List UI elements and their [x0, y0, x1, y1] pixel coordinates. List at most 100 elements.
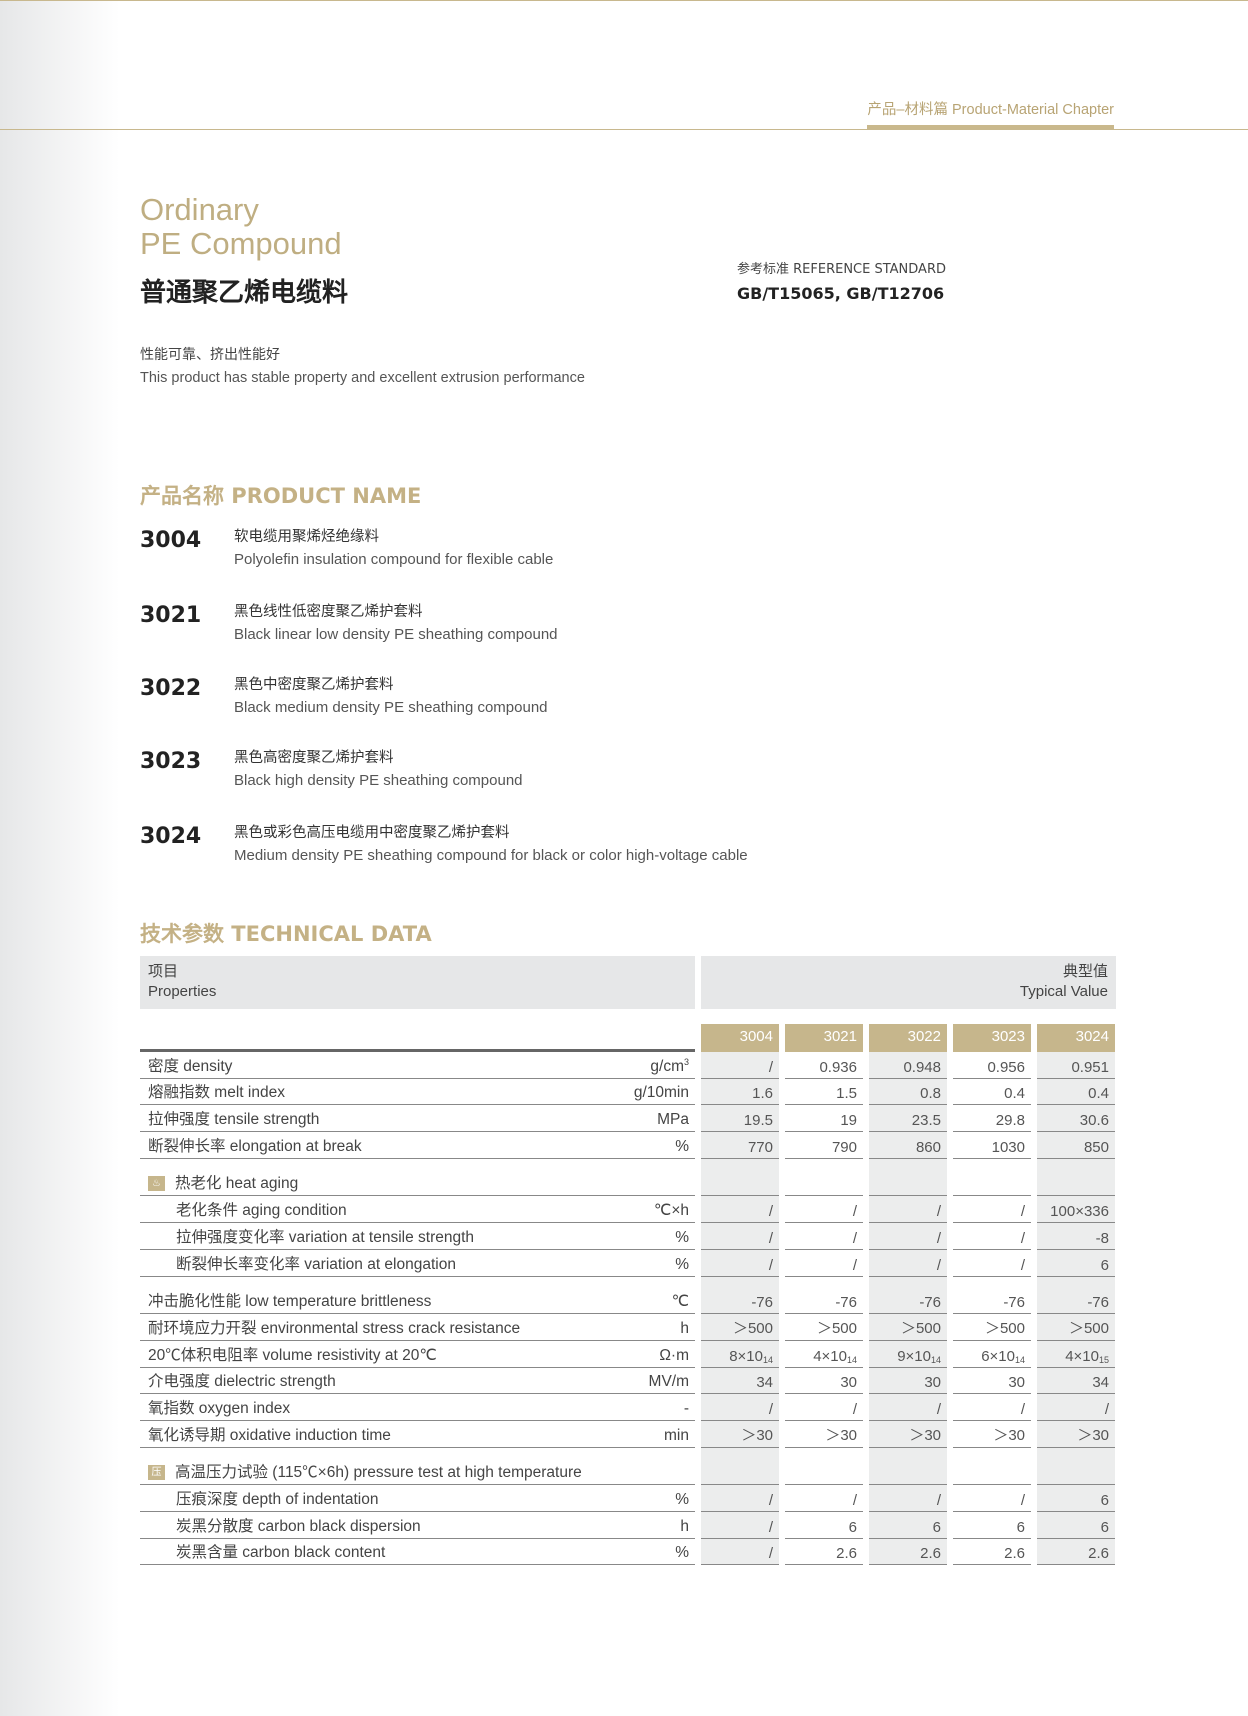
- section-heading-label: 高温压力试验 (115℃×6h) pressure test at high t…: [175, 1464, 582, 1482]
- value-text: /: [936, 1229, 941, 1247]
- unit-text: %: [675, 1255, 689, 1273]
- product-name-cn: 黑色或彩色高压电缆用中密度聚乙烯护套料: [234, 825, 510, 841]
- property-unit: g/10min: [634, 1084, 689, 1102]
- value-cell: 860: [869, 1132, 947, 1159]
- property-cell: 断裂伸长率变化率 variation at elongation%: [140, 1250, 695, 1277]
- property-unit: -: [684, 1400, 689, 1418]
- value-exponent: 14: [930, 1354, 941, 1365]
- value-text: /: [1020, 1203, 1025, 1221]
- table-row: 老化条件 aging condition ℃×h / / / / 100×336: [140, 1196, 1116, 1224]
- value-cell: ＞30: [869, 1420, 947, 1448]
- value-text: /: [1020, 1400, 1025, 1418]
- description-cn: 性能可靠、挤出性能好: [140, 347, 280, 363]
- table-row: 断裂伸长率 elongation at break% 770 790 860 1030 8…: [140, 1132, 1116, 1159]
- value-text: 6×10: [981, 1347, 1015, 1365]
- value-cell: [785, 1170, 863, 1197]
- value-cell: /: [869, 1223, 947, 1250]
- value-text: 860: [915, 1138, 941, 1156]
- value-text: 19: [840, 1112, 857, 1130]
- value-cell: /: [785, 1394, 863, 1421]
- table-row: 氧化诱导期 oxidative induction time min ＞30 ＞30 ＞…: [140, 1420, 1116, 1448]
- unit-text: %: [675, 1137, 689, 1155]
- value-cell: 6: [953, 1512, 1031, 1539]
- value-text: /: [936, 1492, 941, 1509]
- property-unit: Ω·m: [659, 1347, 689, 1365]
- product-name-heading: 产品名称 PRODUCT NAME: [140, 484, 422, 508]
- top-rule: [0, 0, 1248, 1]
- value-cell: 1.6: [701, 1078, 779, 1106]
- value-cell: /: [953, 1485, 1031, 1512]
- property-unit: h: [680, 1518, 689, 1536]
- value-text: /: [852, 1229, 857, 1247]
- value-cell: ＞500: [785, 1314, 863, 1341]
- table-row: 拉伸强度变化率 variation at tensile strength% / /…: [140, 1223, 1116, 1250]
- unit-text: min: [664, 1426, 689, 1444]
- value-cell: 0.951: [1037, 1052, 1115, 1079]
- value-text: /: [1104, 1400, 1109, 1418]
- value-cell: 2.6: [785, 1539, 863, 1566]
- properties-cn: 项目: [148, 963, 179, 980]
- value-cell: 9×10 14: [869, 1340, 947, 1368]
- unit-text: %: [675, 1228, 689, 1246]
- header-rule: [0, 129, 1248, 130]
- value-text: 0.4: [1004, 1085, 1025, 1103]
- pressure-test-icon: 压: [148, 1465, 165, 1481]
- product-name-en: Black high density PE sheathing compound: [234, 772, 523, 789]
- gap-cell: [953, 1448, 1031, 1459]
- unit-text: h: [680, 1517, 689, 1535]
- value-cell: 790: [785, 1132, 863, 1159]
- column-header: 3023: [953, 1024, 1031, 1052]
- property-unit: ℃×h: [654, 1201, 689, 1220]
- value-cell: 19: [785, 1105, 863, 1133]
- value-text: -76: [1003, 1294, 1025, 1312]
- value-text: ＞500: [984, 1319, 1025, 1337]
- reference-label: 参考标准 REFERENCE STANDARD: [737, 262, 946, 277]
- value-text: 4×10: [1065, 1347, 1099, 1365]
- value-text: ＞500: [900, 1319, 941, 1337]
- table-row: 氧指数 oxygen index - / / / / /: [140, 1394, 1116, 1421]
- property-unit: %: [675, 1138, 689, 1156]
- product-code: 3022: [140, 676, 202, 701]
- gap-cell: [140, 1448, 695, 1459]
- product-name-cn: 黑色线性低密度聚乙烯护套料: [234, 604, 423, 620]
- value-cell: [953, 1170, 1031, 1197]
- value-cell: /: [869, 1249, 947, 1277]
- value-cell: ＞30: [953, 1421, 1031, 1448]
- value-text: 2.6: [1088, 1545, 1109, 1563]
- value-cell: ＞500: [701, 1314, 779, 1341]
- property-unit: MV/m: [649, 1373, 689, 1391]
- value-text: 1030: [991, 1138, 1025, 1156]
- value-text: 6: [1100, 1492, 1109, 1509]
- value-cell: 0.4: [953, 1079, 1031, 1106]
- value-cell: /: [701, 1223, 779, 1250]
- value-cell: 34: [1037, 1367, 1115, 1395]
- value-text: ＞500: [732, 1319, 773, 1337]
- property-cell: 氧化诱导期 oxidative induction time min: [140, 1421, 695, 1448]
- technical-data-heading: 技术参数 TECHNICAL DATA: [140, 922, 432, 946]
- unit-text: -: [683, 1399, 689, 1417]
- property-unit: %: [675, 1256, 689, 1274]
- table-row: 拉伸强度 tensile strength MPa 19.5 19 23.5 29.8 30…: [140, 1105, 1116, 1133]
- value-text: 2.6: [1004, 1545, 1025, 1563]
- table-row: 耐环境应力开裂 environmental stress crack resis…: [140, 1314, 1116, 1341]
- property-unit: MPa: [657, 1111, 689, 1129]
- value-cell: ＞30: [701, 1420, 779, 1448]
- value-text: -76: [751, 1294, 773, 1312]
- property-unit: %: [675, 1229, 689, 1247]
- title-en-line1: Ordinary: [140, 192, 259, 227]
- product-code: 3004: [140, 528, 202, 553]
- value-cell: [1037, 1169, 1115, 1197]
- property-unit: min: [664, 1427, 689, 1445]
- unit-superscript: 3: [683, 1056, 689, 1067]
- value-text: 0.4: [1088, 1085, 1109, 1103]
- value-text: /: [852, 1256, 857, 1274]
- product-name-cn: 软电缆用聚烯烃绝缘料: [234, 529, 379, 545]
- value-text: 6: [1100, 1518, 1109, 1536]
- gap-cell: [140, 1277, 695, 1288]
- value-text: 8×10: [729, 1347, 763, 1365]
- property-label: 氧化诱导期 oxidative induction time: [148, 1426, 391, 1444]
- row-gap: [140, 1447, 1116, 1459]
- value-cell: 6: [785, 1512, 863, 1539]
- table-row: 压痕深度 depth of indentation% / / / / 6: [140, 1485, 1116, 1512]
- value-cell: ＞30: [1037, 1420, 1115, 1448]
